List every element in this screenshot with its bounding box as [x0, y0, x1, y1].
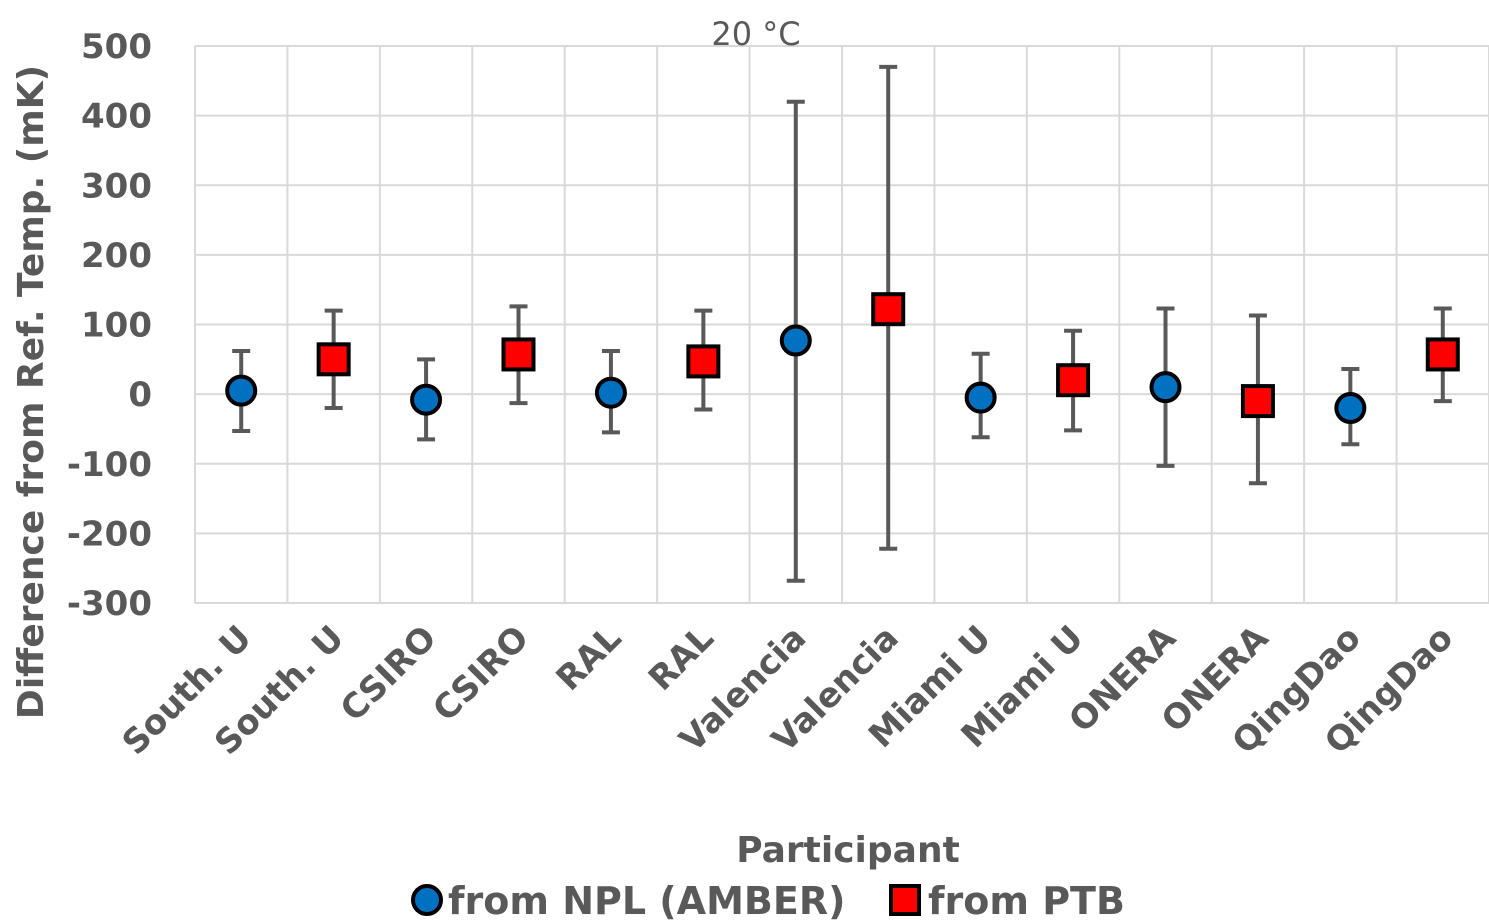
- data-point-ptb: [686, 344, 721, 379]
- legend-item-ptb: from PTB: [889, 879, 1125, 923]
- data-markers: [225, 292, 1460, 425]
- data-point-ptb: [501, 337, 536, 372]
- data-point-npl: [225, 374, 258, 407]
- data-point-ptb: [1425, 337, 1460, 372]
- data-point-ptb: [1240, 384, 1275, 419]
- legend-item-npl: from NPL (AMBER): [411, 879, 845, 923]
- chart-title: 20 °C: [711, 15, 800, 53]
- y-tick-label: 0: [128, 375, 152, 415]
- y-tick-label: 200: [81, 236, 152, 276]
- x-tick-label: RAL: [641, 618, 722, 699]
- data-point-npl: [1149, 371, 1182, 404]
- x-tick-label: RAL: [549, 618, 630, 699]
- data-point-ptb: [1056, 363, 1091, 398]
- y-tick-label: 400: [81, 97, 152, 137]
- data-point-npl: [964, 381, 997, 414]
- legend-square-marker: [889, 884, 921, 916]
- y-tick-label: 100: [81, 306, 152, 346]
- data-point-npl: [779, 324, 812, 357]
- y-tick-label: -200: [67, 514, 152, 554]
- y-axis-title: Difference from Ref. Temp. (mK): [11, 65, 52, 719]
- legend-label-npl: from NPL (AMBER): [448, 879, 845, 923]
- y-tick-label: 300: [81, 166, 152, 206]
- grid: [194, 45, 1489, 604]
- data-point-ptb: [316, 342, 351, 377]
- legend-label-ptb: from PTB: [928, 879, 1125, 923]
- x-tick-label: CSIRO: [425, 618, 537, 730]
- y-tick-label: 500: [81, 27, 152, 67]
- x-tick-label: CSIRO: [333, 618, 445, 730]
- legend-circle-marker: [411, 884, 443, 916]
- data-point-npl: [1334, 392, 1367, 425]
- x-axis-title: Participant: [736, 830, 960, 871]
- data-point-npl: [594, 376, 627, 409]
- legend: from NPL (AMBER) from PTB: [411, 879, 1125, 923]
- y-tick-labels: 500 400 300 200 100 0 -100 -200 -300: [67, 27, 152, 624]
- y-tick-label: -300: [67, 584, 152, 624]
- data-point-ptb: [871, 292, 906, 327]
- data-point-npl: [410, 383, 443, 416]
- y-tick-label: -100: [67, 445, 152, 485]
